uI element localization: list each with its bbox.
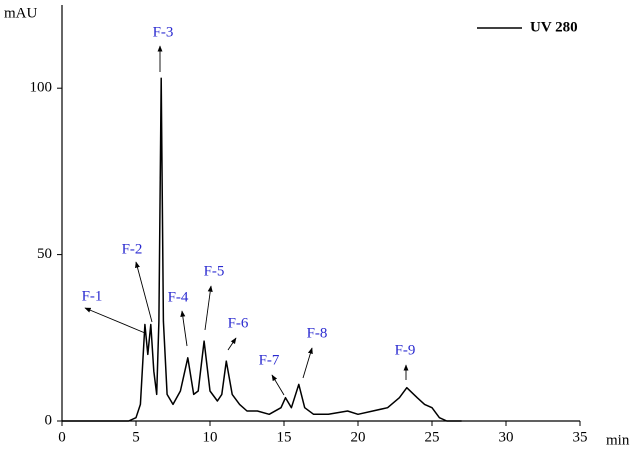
x-tick-label: 0 [58,429,66,445]
annotation-arrow [271,374,285,396]
x-tick-label: 20 [351,429,366,445]
x-axis-label: min [606,432,630,448]
annotation-arrow [227,337,237,351]
annotation: F-5 [204,263,225,279]
y-tick-label: 100 [30,80,53,96]
y-tick-label: 50 [37,246,52,262]
annotation-arrow [135,261,153,323]
annotation-arrow [302,347,313,379]
x-tick-label: 25 [425,429,440,445]
x-tick-label: 15 [277,429,292,445]
annotation-arrow [204,285,213,331]
annotation: F-3 [153,24,174,40]
annotation: F-7 [259,352,280,368]
y-axis-label: mAU [4,5,38,21]
annotation: F-4 [168,289,189,305]
legend-label: UV 280 [530,19,578,35]
y-tick-label: 0 [45,412,53,428]
annotation-arrow [180,310,188,347]
line-series [62,77,462,422]
annotation: F-2 [122,241,143,257]
x-tick-label: 5 [132,429,140,445]
x-tick-label: 35 [573,429,588,445]
annotation: F-8 [307,325,328,341]
annotation-arrow [84,307,146,334]
x-tick-label: 30 [499,429,514,445]
annotation: F-6 [228,315,249,331]
annotation: F-1 [82,288,103,304]
annotation: F-9 [395,342,416,358]
x-tick-label: 10 [203,429,218,445]
